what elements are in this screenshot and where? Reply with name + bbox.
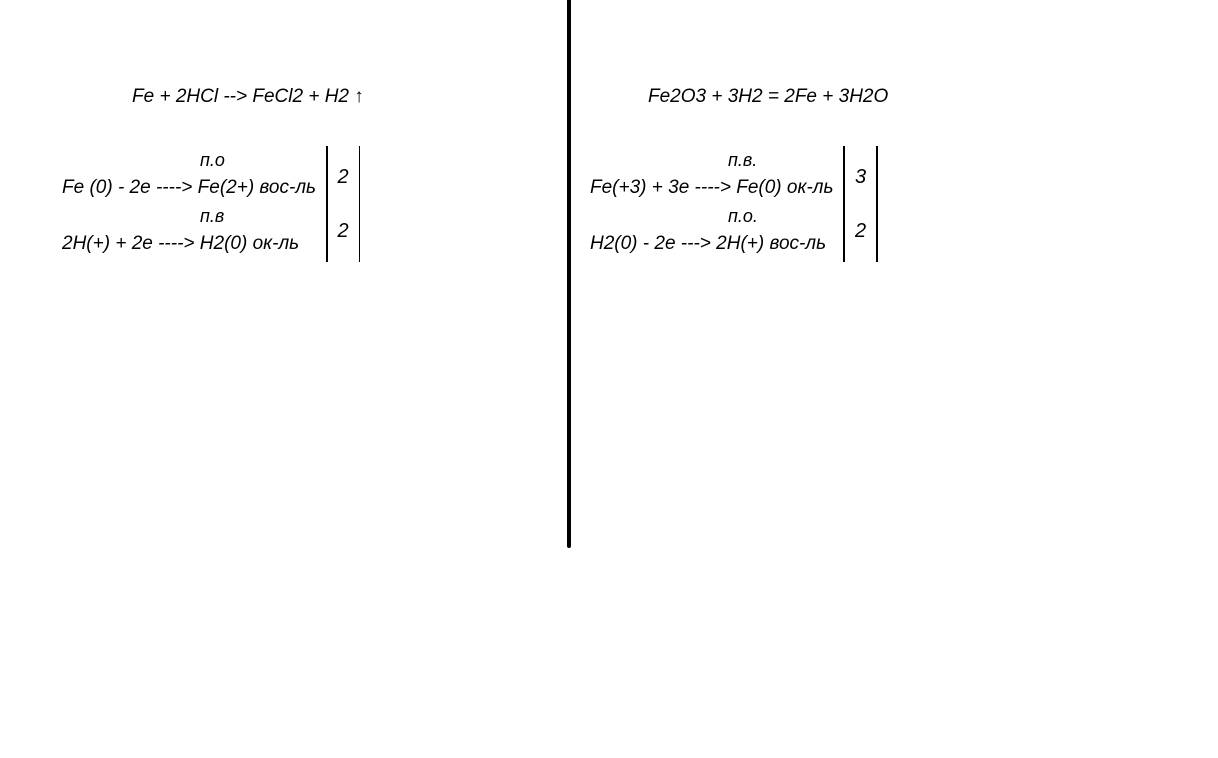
right-label-2: п.о. bbox=[590, 202, 833, 230]
right-reaction-2: H2(0) - 2e ---> 2H(+) вос-ль bbox=[590, 230, 833, 258]
left-panel: Fe + 2HCl --> FeCl2 + H2 ↑ п.о Fe (0) - … bbox=[62, 86, 542, 262]
bracket-line bbox=[876, 146, 878, 262]
right-coef-1: 3 bbox=[855, 166, 866, 189]
left-work-area: п.о Fe (0) - 2e ----> Fe(2+) вос-ль п.в … bbox=[62, 146, 542, 262]
right-coefficients: 3 2 bbox=[845, 146, 876, 262]
right-work-area: п.в. Fe(+3) + 3e ----> Fe(0) ок-ль п.о. … bbox=[590, 146, 1070, 262]
left-half-reactions: п.о Fe (0) - 2e ----> Fe(2+) вос-ль п.в … bbox=[62, 146, 316, 258]
left-label-2: п.в bbox=[62, 202, 316, 230]
right-label-1: п.в. bbox=[590, 146, 833, 174]
left-reaction-2: 2H(+) + 2e ----> H2(0) ок-ль bbox=[62, 230, 316, 258]
left-label-1: п.о bbox=[62, 146, 316, 174]
left-coef-2: 2 bbox=[338, 220, 349, 243]
right-bracket: 3 2 bbox=[843, 146, 877, 262]
right-reaction-1: Fe(+3) + 3e ----> Fe(0) ок-ль bbox=[590, 174, 833, 202]
right-panel: Fe2O3 + 3H2 = 2Fe + 3H2O п.в. Fe(+3) + 3… bbox=[590, 86, 1070, 262]
right-coef-2: 2 bbox=[855, 220, 866, 243]
left-coefficients: 2 2 bbox=[328, 146, 359, 262]
vertical-divider bbox=[567, 0, 571, 548]
left-bracket: 2 2 bbox=[326, 146, 360, 262]
left-coef-1: 2 bbox=[338, 166, 349, 189]
right-half-reactions: п.в. Fe(+3) + 3e ----> Fe(0) ок-ль п.о. … bbox=[590, 146, 833, 258]
left-reaction-1: Fe (0) - 2e ----> Fe(2+) вос-ль bbox=[62, 174, 316, 202]
left-equation: Fe + 2HCl --> FeCl2 + H2 ↑ bbox=[62, 86, 542, 108]
right-equation: Fe2O3 + 3H2 = 2Fe + 3H2O bbox=[590, 86, 1070, 108]
bracket-line bbox=[359, 146, 361, 262]
